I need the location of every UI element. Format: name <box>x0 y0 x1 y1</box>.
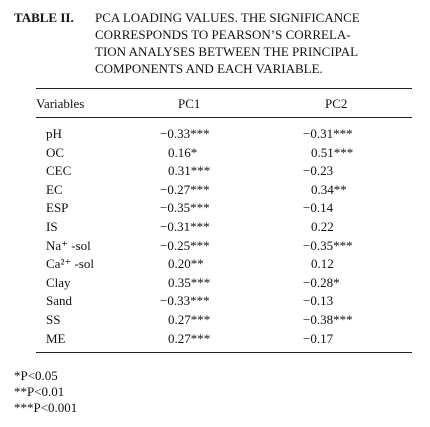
variable-cell: IS <box>46 219 58 234</box>
variable-cell: CEC <box>46 163 72 179</box>
footnote: **P<0.01 <box>14 384 65 399</box>
value-cell: 0.20** <box>168 256 204 272</box>
caption-line: COMPONENTS AND EACH VARIABLE. <box>95 61 323 76</box>
value-cell: 0.22 <box>311 219 334 234</box>
value-cell: −0.28* <box>303 274 340 290</box>
header-rule <box>36 117 412 118</box>
caption-line: CORRESPONDS TO PEARSON’S CORRELA- <box>95 27 351 42</box>
footnote: ***P<0.001 <box>14 400 78 415</box>
value-cell: −0.14 <box>303 200 334 216</box>
column-header: PC1 <box>178 96 201 111</box>
variable-cell: Sand <box>46 293 72 309</box>
value-cell: −0.27*** <box>160 181 210 197</box>
value-cell: −0.35*** <box>303 237 353 253</box>
variable-cell: ME <box>46 330 66 346</box>
value-cell: −0.33*** <box>160 126 210 141</box>
value-cell: 0.34** <box>311 181 347 197</box>
value-cell: 0.16* <box>168 144 198 160</box>
value-cell: −0.33*** <box>160 293 210 309</box>
value-cell: −0.17 <box>303 330 334 346</box>
value-cell: −0.31*** <box>303 126 353 141</box>
value-cell: −0.23 <box>303 163 334 179</box>
caption-line: TION ANALYSES BETWEEN THE PRINCIPAL <box>95 44 359 59</box>
value-cell: −0.31*** <box>160 219 210 234</box>
column-header: PC2 <box>325 96 348 111</box>
variable-cell: Na⁺ -sol <box>46 237 91 253</box>
value-cell: 0.31*** <box>168 163 211 179</box>
value-cell: 0.27*** <box>168 330 211 346</box>
caption-line: PCA LOADING VALUES. THE SIGNIFICANCE <box>95 10 360 25</box>
bottom-rule <box>36 352 412 353</box>
variable-cell: ESP <box>46 200 69 216</box>
value-cell: −0.25*** <box>160 237 210 253</box>
value-cell: −0.13 <box>303 293 334 309</box>
variable-cell: Clay <box>46 274 71 290</box>
value-cell: 0.27*** <box>168 312 211 327</box>
variable-cell: OC <box>46 144 65 160</box>
variable-cell: Ca²⁺ -sol <box>46 256 94 272</box>
variable-cell: SS <box>46 312 61 327</box>
top-rule <box>36 88 412 89</box>
value-cell: −0.38*** <box>303 312 353 327</box>
value-cell: 0.12 <box>311 256 334 272</box>
variable-cell: pH <box>46 126 62 141</box>
value-cell: 0.35*** <box>168 274 211 290</box>
value-cell: −0.35*** <box>160 200 210 216</box>
footnote: *P<0.05 <box>14 368 58 383</box>
value-cell: 0.51*** <box>311 144 354 160</box>
column-header: Variables <box>36 96 85 111</box>
caption-label: TABLE II. <box>14 10 74 25</box>
variable-cell: EC <box>46 181 63 197</box>
